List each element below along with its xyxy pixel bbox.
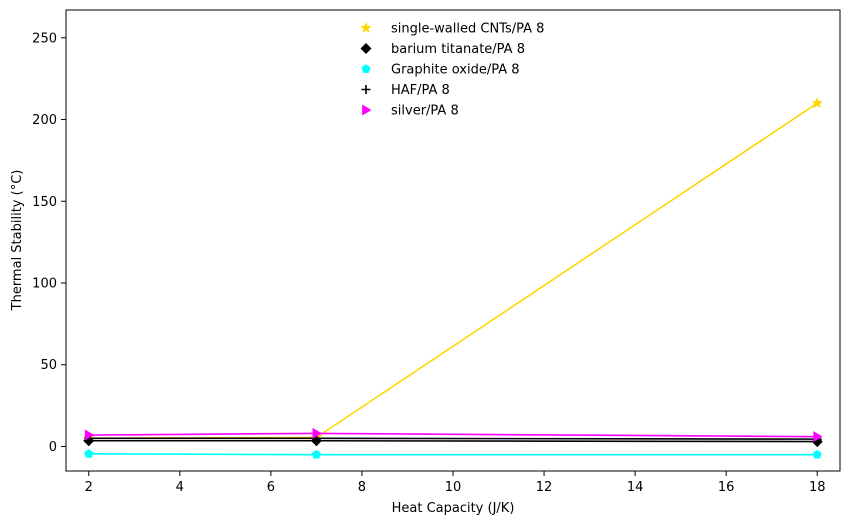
x-tick-label: 18 <box>809 480 826 495</box>
x-tick-label: 6 <box>267 480 275 495</box>
y-tick-label: 200 <box>32 113 57 128</box>
data-point <box>813 431 823 443</box>
y-tick-label: 250 <box>32 31 57 46</box>
legend-label: silver/PA 8 <box>391 104 459 119</box>
data-point <box>811 97 823 109</box>
x-tick-label: 8 <box>358 480 366 495</box>
legend-marker <box>361 85 371 94</box>
legend-marker <box>361 64 371 73</box>
data-point <box>84 449 94 458</box>
x-tick-label: 4 <box>176 480 184 495</box>
x-axis-label: Heat Capacity (J/K) <box>392 501 515 516</box>
y-tick-label: 100 <box>32 277 57 292</box>
x-axis-ticks: 2 4 6 8 10 12 14 16 18 <box>85 471 826 495</box>
legend-label: single-walled CNTs/PA 8 <box>391 22 544 37</box>
data-point <box>812 449 822 459</box>
x-tick-label: 14 <box>627 480 644 495</box>
y-axis-ticks: 0 50 100 150 200 250 <box>32 31 66 455</box>
series-line <box>88 439 818 443</box>
y-tick-label: 50 <box>40 358 57 373</box>
data-point <box>84 429 95 441</box>
series-markers <box>83 97 823 459</box>
y-tick-label: 150 <box>32 195 57 210</box>
legend-marker <box>360 22 372 33</box>
legend-marker <box>360 43 372 54</box>
x-tick-label: 2 <box>85 480 93 495</box>
y-tick-label: 0 <box>49 440 57 455</box>
data-point <box>311 449 321 459</box>
plot-area <box>65 9 841 472</box>
y-axis-label: Thermal Stability (°C) <box>10 170 25 312</box>
legend-marker <box>362 104 372 116</box>
legend-label: HAF/PA 8 <box>391 83 450 98</box>
series-line <box>88 453 818 456</box>
legend-label: Graphite oxide/PA 8 <box>391 63 520 78</box>
legend: single-walled CNTs/PA 8 barium titanate/P… <box>360 22 544 119</box>
x-tick-label: 10 <box>445 480 462 495</box>
series-line <box>88 437 818 440</box>
x-tick-label: 12 <box>536 480 553 495</box>
x-tick-label: 16 <box>718 480 735 495</box>
data-point <box>312 427 322 439</box>
legend-label: barium titanate/PA 8 <box>391 42 525 57</box>
